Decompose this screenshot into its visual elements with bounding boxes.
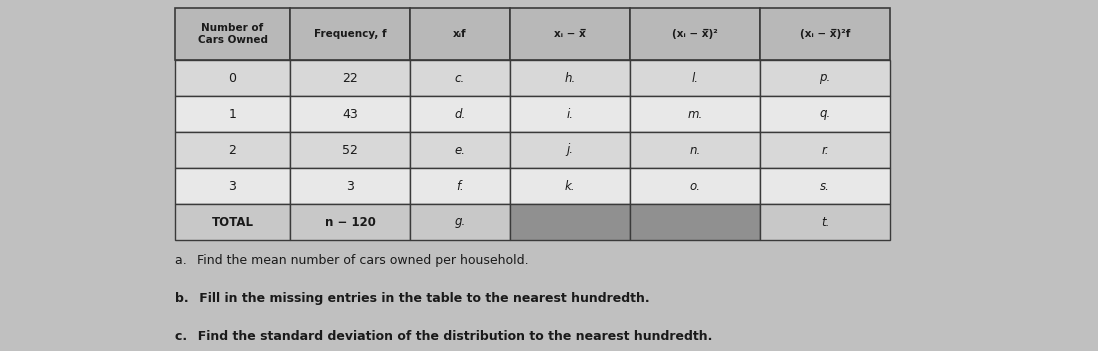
Text: r.: r. (821, 144, 829, 157)
Bar (410, 168, 509, 204)
Bar (760, 204, 890, 240)
Text: n.: n. (690, 144, 701, 157)
Bar (290, 8, 410, 60)
Text: xᵢf: xᵢf (453, 29, 467, 39)
Bar (175, 168, 290, 204)
Bar (290, 168, 410, 204)
Bar (410, 204, 509, 240)
Bar (175, 132, 290, 168)
Bar (760, 8, 890, 60)
Text: a.  Find the mean number of cars owned per household.: a. Find the mean number of cars owned pe… (175, 254, 528, 267)
Text: 2: 2 (228, 144, 236, 157)
Bar (760, 96, 890, 132)
Bar (290, 132, 410, 168)
Text: h.: h. (564, 72, 575, 85)
Text: 1: 1 (228, 107, 236, 120)
Bar (290, 96, 410, 132)
Text: 3: 3 (228, 179, 236, 192)
Bar (630, 60, 760, 96)
Bar (630, 8, 760, 60)
Text: l.: l. (692, 72, 698, 85)
Text: f.: f. (456, 179, 463, 192)
Text: c.: c. (455, 72, 466, 85)
Text: Frequency, f: Frequency, f (314, 29, 386, 39)
Bar (175, 96, 290, 132)
Text: b.  Fill in the missing entries in the table to the nearest hundredth.: b. Fill in the missing entries in the ta… (175, 292, 650, 305)
Text: i.: i. (567, 107, 573, 120)
Text: 52: 52 (343, 144, 358, 157)
Text: 0: 0 (228, 72, 236, 85)
Bar (290, 60, 410, 96)
Bar (410, 96, 509, 132)
Bar (290, 204, 410, 240)
Text: d.: d. (455, 107, 466, 120)
Bar (760, 132, 890, 168)
Text: Number of
Cars Owned: Number of Cars Owned (198, 23, 268, 45)
Text: n − 120: n − 120 (325, 216, 376, 229)
Bar (410, 8, 509, 60)
Text: TOTAL: TOTAL (212, 216, 254, 229)
Text: (xᵢ − x̅)²f: (xᵢ − x̅)²f (799, 29, 850, 39)
Text: e.: e. (455, 144, 466, 157)
Text: 22: 22 (343, 72, 358, 85)
Text: o.: o. (690, 179, 701, 192)
Bar (509, 8, 630, 60)
Text: q.: q. (819, 107, 830, 120)
Bar (509, 60, 630, 96)
Bar (175, 204, 290, 240)
Bar (175, 60, 290, 96)
Text: xᵢ − x̅: xᵢ − x̅ (554, 29, 586, 39)
Text: j.: j. (567, 144, 573, 157)
Text: m.: m. (687, 107, 703, 120)
Text: 3: 3 (346, 179, 354, 192)
Text: (xᵢ − x̅)²: (xᵢ − x̅)² (672, 29, 718, 39)
Text: p.: p. (819, 72, 830, 85)
Bar (630, 204, 760, 240)
Bar (509, 132, 630, 168)
Text: t.: t. (821, 216, 829, 229)
Text: c.  Find the standard deviation of the distribution to the nearest hundredth.: c. Find the standard deviation of the di… (175, 330, 713, 343)
Bar (630, 96, 760, 132)
Bar (509, 168, 630, 204)
Bar (630, 168, 760, 204)
Bar (760, 60, 890, 96)
Bar (509, 204, 630, 240)
Text: s.: s. (820, 179, 830, 192)
Bar (410, 60, 509, 96)
Bar (175, 8, 290, 60)
Text: 43: 43 (343, 107, 358, 120)
Bar (630, 132, 760, 168)
Text: k.: k. (564, 179, 575, 192)
Text: g.: g. (455, 216, 466, 229)
Bar (760, 168, 890, 204)
Bar (509, 96, 630, 132)
Bar (410, 132, 509, 168)
